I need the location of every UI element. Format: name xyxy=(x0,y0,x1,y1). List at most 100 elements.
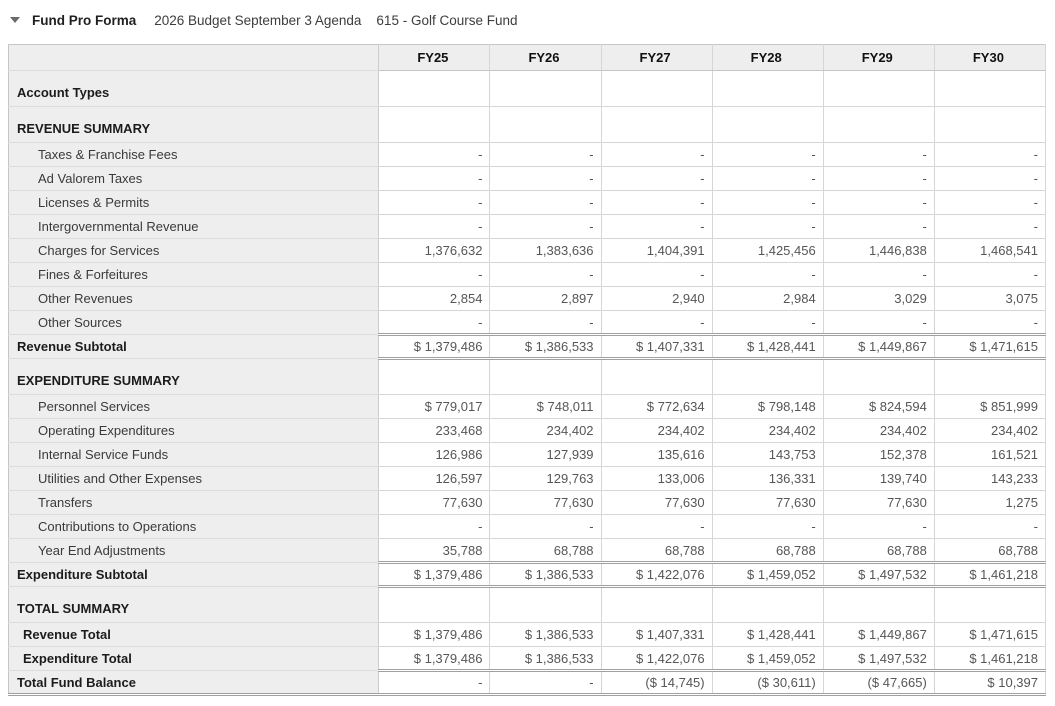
value-cell: $ 1,497,532 xyxy=(823,646,935,671)
value-cell xyxy=(378,106,491,143)
value-cell: $ 1,428,441 xyxy=(712,622,824,647)
column-header-fy30: FY30 xyxy=(934,44,1047,71)
column-header-fy28: FY28 xyxy=(712,44,824,71)
value-cell xyxy=(378,586,491,623)
row-label: Utilities and Other Expenses xyxy=(8,466,380,491)
value-cell: 136,331 xyxy=(712,466,824,491)
report-title-bar: Fund Pro Forma 2026 Budget September 3 A… xyxy=(10,8,1047,32)
column-header-fy25: FY25 xyxy=(378,44,491,71)
value-cell: $ 1,386,533 xyxy=(489,646,602,671)
row-label: EXPENDITURE SUMMARY xyxy=(8,358,380,395)
table-row: Internal Service Funds 126,986 127,939 135,… xyxy=(8,442,1047,467)
table-row: REVENUE SUMMARY xyxy=(8,106,1047,143)
value-cell: - xyxy=(934,514,1047,539)
collapse-caret-icon[interactable] xyxy=(10,17,20,23)
value-cell: - xyxy=(934,262,1047,287)
value-cell: - xyxy=(601,262,713,287)
row-label: Operating Expenditures xyxy=(8,418,380,443)
value-cell: - xyxy=(378,514,491,539)
value-cell: - xyxy=(378,669,491,696)
row-label: Contributions to Operations xyxy=(8,514,380,539)
value-cell: 68,788 xyxy=(489,538,602,563)
value-cell: - xyxy=(489,142,602,167)
value-cell: - xyxy=(489,262,602,287)
row-label: Revenue Subtotal xyxy=(8,334,380,359)
value-cell: - xyxy=(378,214,491,239)
value-cell xyxy=(489,358,602,395)
value-cell: 3,075 xyxy=(934,286,1047,311)
value-cell: 133,006 xyxy=(601,466,713,491)
value-cell: $ 1,386,533 xyxy=(489,622,602,647)
value-cell: $ 1,449,867 xyxy=(823,622,935,647)
value-cell: - xyxy=(489,514,602,539)
value-cell: $ 1,379,486 xyxy=(378,622,491,647)
value-cell xyxy=(712,106,824,143)
table-row: Transfers 77,630 77,630 77,630 77,630 77,630 1… xyxy=(8,490,1047,515)
table-row: EXPENDITURE SUMMARY xyxy=(8,358,1047,395)
value-cell: 135,616 xyxy=(601,442,713,467)
value-cell: $ 1,471,615 xyxy=(934,622,1047,647)
value-cell: - xyxy=(489,310,602,335)
value-cell: 139,740 xyxy=(823,466,935,491)
value-cell: - xyxy=(601,166,713,191)
fund-table-body: FY25 FY26 FY27 FY28 FY29 FY30 Account Types REV… xyxy=(8,44,1047,696)
value-cell: 1,425,456 xyxy=(712,238,824,263)
value-cell: 77,630 xyxy=(601,490,713,515)
value-cell: $ 798,148 xyxy=(712,394,824,419)
column-header-fy29: FY29 xyxy=(823,44,935,71)
value-cell xyxy=(934,70,1047,107)
value-cell xyxy=(601,70,713,107)
value-cell: 1,275 xyxy=(934,490,1047,515)
value-cell: - xyxy=(934,142,1047,167)
budget-name-label: 2026 Budget September 3 Agenda xyxy=(154,12,362,28)
row-label: Intergovernmental Revenue xyxy=(8,214,380,239)
row-label: Other Sources xyxy=(8,310,380,335)
value-cell: $ 1,379,486 xyxy=(378,561,491,588)
value-cell: - xyxy=(934,166,1047,191)
value-cell: - xyxy=(712,514,824,539)
report-title: Fund Pro Forma xyxy=(32,12,137,28)
value-cell: $ 779,017 xyxy=(378,394,491,419)
value-cell: 1,383,636 xyxy=(489,238,602,263)
value-cell: 2,897 xyxy=(489,286,602,311)
value-cell: - xyxy=(823,190,935,215)
value-cell xyxy=(712,70,824,107)
value-cell: 1,404,391 xyxy=(601,238,713,263)
value-cell: - xyxy=(823,142,935,167)
value-cell: 2,854 xyxy=(378,286,491,311)
table-row: Account Types xyxy=(8,70,1047,107)
table-row: Intergovernmental Revenue - - - - - - xyxy=(8,214,1047,239)
value-cell: $ 1,497,532 xyxy=(823,561,935,588)
row-label: Revenue Total xyxy=(8,622,380,647)
value-cell: 68,788 xyxy=(601,538,713,563)
value-cell: $ 1,407,331 xyxy=(601,622,713,647)
value-cell xyxy=(378,358,491,395)
row-label: Expenditure Total xyxy=(8,646,380,671)
row-label: Taxes & Franchise Fees xyxy=(8,142,380,167)
row-label: Ad Valorem Taxes xyxy=(8,166,380,191)
row-label: Licenses & Permits xyxy=(8,190,380,215)
value-cell: 77,630 xyxy=(489,490,602,515)
value-cell xyxy=(823,70,935,107)
value-cell: 152,378 xyxy=(823,442,935,467)
value-cell: 68,788 xyxy=(712,538,824,563)
value-cell: $ 1,422,076 xyxy=(601,646,713,671)
value-cell: - xyxy=(489,669,602,696)
table-row: Operating Expenditures 233,468 234,402 234,… xyxy=(8,418,1047,443)
value-cell: 68,788 xyxy=(934,538,1047,563)
row-label: Charges for Services xyxy=(8,238,380,263)
value-cell xyxy=(378,70,491,107)
table-row: Expenditure Subtotal $ 1,379,486 $ 1,386,5… xyxy=(8,561,1047,588)
value-cell: $ 824,594 xyxy=(823,394,935,419)
value-cell: - xyxy=(823,214,935,239)
value-cell: ($ 14,745) xyxy=(601,669,713,696)
value-cell xyxy=(489,106,602,143)
row-label: Year End Adjustments xyxy=(8,538,380,563)
value-cell: - xyxy=(601,190,713,215)
value-cell: 77,630 xyxy=(823,490,935,515)
value-cell: 127,939 xyxy=(489,442,602,467)
value-cell: $ 1,386,533 xyxy=(489,561,602,588)
value-cell: 2,984 xyxy=(712,286,824,311)
value-cell: - xyxy=(378,166,491,191)
value-cell: - xyxy=(601,310,713,335)
